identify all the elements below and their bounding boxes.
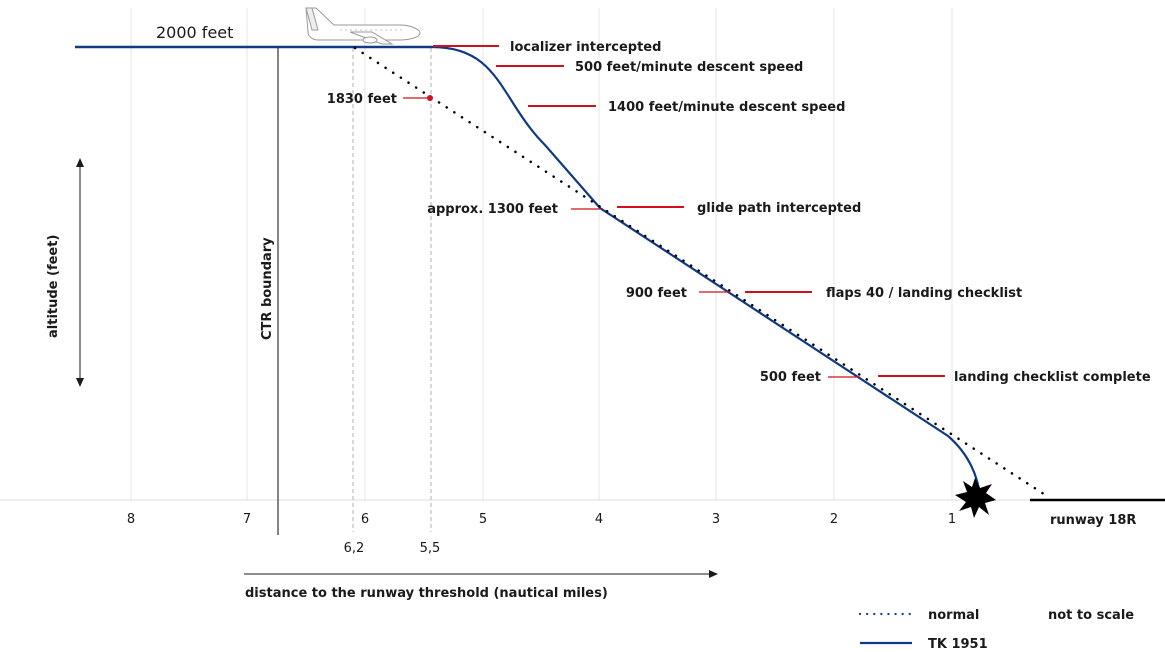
airplane-icon [305, 7, 421, 45]
y-axis-arrowhead-top [76, 158, 84, 167]
legend: normal TK 1951 [858, 608, 988, 652]
grid-lines [130, 8, 953, 500]
legend-normal-label: normal [928, 608, 979, 623]
marker-label-5-5: 5,5 [420, 541, 441, 556]
y-axis-arrowhead-bottom [76, 378, 84, 387]
x-axis-label: distance to the runway threshold (nautic… [245, 586, 608, 601]
point-1830 [427, 95, 433, 101]
x-tick-1: 1 [948, 512, 956, 527]
label-descent500: 500 feet/minute descent speed [575, 60, 803, 75]
label-900: 900 feet [626, 286, 687, 301]
x-tick-7: 7 [243, 512, 251, 527]
label-1830: 1830 feet [327, 92, 397, 107]
label-checklist: landing checklist complete [954, 370, 1151, 385]
label-1300: approx. 1300 feet [427, 202, 558, 217]
x-tick-5: 5 [479, 512, 487, 527]
x-axis-arrowhead [709, 570, 718, 578]
x-tick-3: 3 [712, 512, 720, 527]
label-localizer: localizer intercepted [510, 40, 661, 55]
x-tick-2: 2 [830, 512, 838, 527]
label-flaps: flaps 40 / landing checklist [826, 286, 1022, 301]
y-axis-label: altitude (feet) [46, 235, 61, 338]
impact-burst-icon [955, 478, 996, 518]
x-tick-8: 8 [127, 512, 135, 527]
label-glidepath: glide path intercepted [697, 201, 861, 216]
annotation-ticks [433, 45, 945, 377]
ctr-boundary-label: CTR boundary [260, 237, 275, 340]
not-to-scale-note: not to scale [1048, 608, 1134, 623]
normal-path [353, 46, 1052, 500]
runway-label: runway 18R [1050, 513, 1136, 528]
label-500: 500 feet [760, 370, 821, 385]
legend-tk1951-label: TK 1951 [928, 637, 988, 652]
tk1951-path [431, 45, 982, 497]
x-tick-4: 4 [595, 512, 603, 527]
label-descent1400: 1400 feet/minute descent speed [608, 100, 845, 115]
altitude-ticks [403, 97, 860, 378]
altitude-2000-label: 2000 feet [156, 23, 233, 42]
x-tick-6: 6 [361, 512, 369, 527]
marker-label-6-2: 6,2 [344, 541, 365, 556]
